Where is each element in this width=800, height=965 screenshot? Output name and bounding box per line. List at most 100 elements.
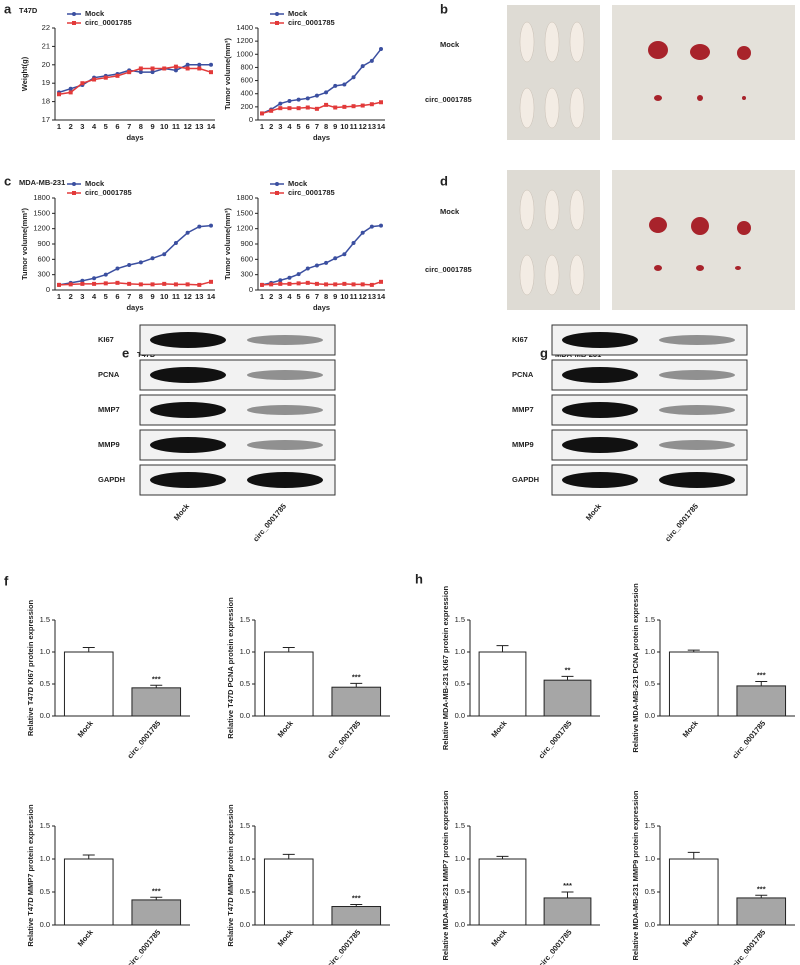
y-tick-label: 1200: [236, 36, 253, 45]
bar: [63, 858, 114, 926]
significance: ***: [152, 886, 161, 895]
legend-marker: [275, 191, 279, 195]
bar: [331, 906, 382, 926]
significance: ***: [352, 672, 361, 681]
point: [260, 111, 264, 116]
x-tick-label: 9: [333, 292, 337, 301]
point: [197, 66, 202, 71]
protein-label: GAPDH: [512, 475, 539, 484]
x-tick-label: 6: [306, 122, 310, 131]
x-tick-label: 3: [278, 292, 282, 301]
significance: ***: [757, 884, 766, 893]
x-tick-label: circ_0001785: [125, 928, 162, 965]
legend-label: circ_0001785: [288, 188, 335, 197]
point: [369, 282, 374, 287]
point: [162, 281, 167, 286]
point: [296, 106, 301, 111]
y-tick-label: 400: [240, 89, 253, 98]
y-tick-label: 0.5: [240, 887, 250, 896]
point: [314, 93, 319, 98]
axis: [257, 198, 385, 291]
y-tick-label: 0.5: [645, 679, 655, 688]
point: [278, 106, 283, 111]
bar: [331, 686, 382, 717]
point: [305, 266, 310, 271]
y-tick-label: 0: [46, 285, 50, 294]
y-tick-label: 17: [42, 115, 50, 124]
point: [103, 272, 108, 277]
error-bar: [755, 680, 768, 686]
y-tick-label: 1800: [236, 193, 253, 202]
y-axis-label: Relative MDA-MB-231 KI67 protein express…: [441, 585, 450, 750]
x-tick-label: 10: [160, 292, 168, 301]
blot-band: [659, 440, 735, 450]
series-line: [58, 65, 212, 95]
point: [369, 102, 374, 107]
blot-band: [659, 472, 735, 488]
x-tick-label: 1: [57, 292, 61, 301]
point: [296, 272, 301, 277]
blot-band: [562, 367, 638, 383]
y-axis-label: Relative MDA-MB-231 MMP7 protein express…: [441, 790, 450, 960]
blot-band: [659, 335, 735, 345]
point: [342, 281, 347, 286]
protein-label: PCNA: [512, 370, 534, 379]
y-tick-label: 0: [249, 285, 253, 294]
x-tick-label: 10: [340, 122, 348, 131]
x-tick-label: 6: [306, 292, 310, 301]
point: [287, 275, 292, 280]
error-bar: [687, 851, 700, 859]
panel-title: MDA-MB-231: [19, 178, 65, 187]
panel-letter: h: [415, 571, 423, 586]
point: [287, 106, 292, 111]
y-tick-label: 0.5: [40, 887, 50, 896]
x-tick-label: circ_0001785: [537, 928, 574, 965]
x-tick-label: 12: [183, 122, 191, 131]
point: [278, 101, 283, 106]
x-tick-label: 4: [92, 292, 97, 301]
error-bar: [150, 684, 163, 688]
point: [197, 224, 202, 229]
x-tick-label: circ_0001785: [537, 719, 574, 761]
y-tick-label: 0.0: [455, 711, 465, 720]
x-axis-label: days: [126, 303, 143, 312]
point: [150, 282, 155, 287]
x-tick-label: 13: [195, 292, 203, 301]
blot-band: [150, 332, 226, 348]
point: [324, 90, 329, 95]
x-tick-label: 6: [115, 292, 119, 301]
y-tick-label: 1.5: [645, 615, 655, 624]
x-tick-label: 8: [324, 292, 328, 301]
y-tick-label: 1.0: [455, 647, 465, 656]
blot-band: [247, 405, 323, 415]
y-axis-label: Relative T47D PCNA protein expression: [226, 597, 235, 739]
point: [342, 82, 347, 87]
point: [324, 102, 329, 107]
point: [360, 230, 365, 235]
point: [314, 263, 319, 268]
point: [324, 260, 329, 265]
point: [351, 282, 356, 287]
error-bar: [561, 675, 574, 681]
y-tick-label: 0.5: [645, 887, 655, 896]
point: [68, 282, 73, 287]
y-tick-label: 1400: [236, 23, 253, 32]
y-axis-label: Relative MDA-MB-231 PCNA protein express…: [631, 583, 640, 753]
point: [360, 64, 365, 69]
error-bar: [350, 904, 363, 907]
point: [360, 103, 365, 108]
x-axis-label: days: [313, 303, 330, 312]
point: [333, 105, 338, 110]
protein-label: MMP9: [98, 440, 120, 449]
blot-band: [659, 405, 735, 415]
blot-band: [247, 370, 323, 380]
error-bar: [496, 645, 509, 652]
point: [314, 281, 319, 286]
x-tick-label: circ_0001785: [325, 928, 362, 965]
point: [138, 66, 143, 71]
photo-b: [507, 5, 795, 140]
point: [269, 108, 274, 113]
axis: [54, 28, 215, 121]
significance: ***: [352, 894, 361, 903]
point: [296, 281, 301, 286]
